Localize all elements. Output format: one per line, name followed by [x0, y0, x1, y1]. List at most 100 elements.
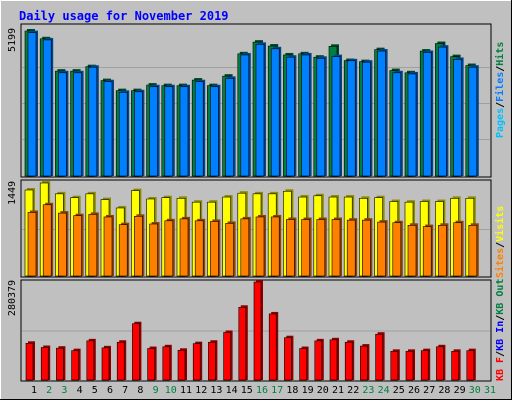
bar-sites-day-8-face [134, 216, 143, 277]
x-tick-label-day-28: 28 [438, 385, 450, 396]
bar-sites-day-29-face [453, 222, 462, 277]
bar-files-day-22-face [346, 60, 356, 177]
bar-files-day-4 [73, 70, 84, 177]
bar-sites-day-7 [118, 222, 130, 277]
bar-sites-day-23 [362, 218, 373, 277]
bar-files-day-18 [286, 55, 297, 177]
x-axis-labels: 1 2 3 4 5 6 7 8 9 10 11 12 13 14 15 16 17 18 19 20 21 22 23 24 2… [31, 385, 496, 396]
x-tick-label-day-1: 1 [31, 385, 37, 396]
x-tick-label-day-12: 12 [195, 385, 207, 396]
bar-kbf-day-24 [375, 332, 385, 381]
bar-kbf-day-22-face [344, 341, 353, 381]
bar-files-day-20-face [316, 58, 326, 177]
x-tick-label-day-30: 30 [469, 385, 481, 396]
bar-kbf-day-6 [101, 345, 111, 381]
bar-sites-day-17 [270, 214, 282, 277]
legend-sep: / [495, 102, 506, 108]
bar-files-day-12 [194, 79, 206, 177]
bar-sites-day-11 [179, 216, 190, 277]
x-tick-label-day-3: 3 [61, 385, 67, 396]
bar-kbf-day-22 [344, 340, 355, 381]
bar-sites-day-16-face [255, 216, 265, 277]
bar-files-day-30 [468, 65, 479, 177]
bar-sites-day-5-face [88, 214, 98, 277]
bar-sites-day-20-face [316, 219, 326, 277]
bar-files-day-2-face [42, 39, 52, 177]
bar-files-day-17-face [270, 48, 280, 177]
bar-files-day-26-face [407, 73, 417, 177]
bar-sites-day-2-face [42, 204, 52, 277]
bar-kbf-day-21-face [329, 339, 338, 381]
bar-sites-day-9-face [149, 223, 158, 277]
bar-files-day-28-face [438, 46, 447, 177]
bar-sites-day-15-face [240, 218, 250, 277]
bar-files-day-14 [225, 76, 236, 177]
bar-kbf-day-9 [147, 346, 157, 381]
bar-sites-day-10 [164, 218, 175, 277]
bar-sites-day-22-face [346, 219, 356, 277]
bar-files-day-24 [377, 49, 388, 177]
bar-sites-day-12-face [194, 220, 204, 277]
x-tick-label-day-16: 16 [256, 385, 268, 396]
bars-layer [24, 29, 479, 381]
bar-files-day-15 [240, 52, 251, 177]
bar-kbf-day-20 [314, 338, 324, 381]
bar-files-day-25 [392, 70, 403, 177]
bar-files-day-9 [149, 84, 160, 177]
bar-files-day-2 [42, 37, 54, 177]
bar-sites-day-5 [88, 212, 99, 277]
bar-files-day-6-face [103, 81, 113, 177]
bar-sites-day-19 [301, 217, 312, 277]
bar-files-day-27-face [422, 52, 432, 177]
bar-files-day-23-face [362, 61, 371, 177]
bar-sites-day-17-face [270, 216, 280, 277]
bar-files-day-15-face [240, 54, 250, 177]
bar-files-day-7 [118, 90, 130, 177]
bar-sites-day-28-face [438, 224, 447, 277]
bar-files-day-20 [316, 56, 327, 177]
bar-files-day-8 [134, 89, 145, 177]
bar-files-day-19 [301, 52, 312, 177]
chart-title: Daily usage for November 2019 [19, 9, 229, 23]
bar-sites-day-18-face [286, 219, 295, 277]
bar-files-day-6 [103, 79, 114, 177]
bar-kbf-day-19 [299, 346, 309, 381]
bar-sites-day-6 [103, 214, 114, 277]
x-tick-label-day-6: 6 [107, 385, 113, 396]
bar-sites-day-24-face [377, 221, 386, 277]
bar-files-day-28 [438, 45, 449, 177]
bar-files-day-5-face [88, 66, 98, 177]
bar-kbf-day-4-face [71, 350, 79, 381]
bar-kbf-day-16 [253, 280, 263, 381]
bar-kbf-day-17-face [268, 313, 277, 381]
bar-files-day-24-face [377, 50, 386, 177]
x-tick-label-day-10: 10 [165, 385, 177, 396]
legend-sep: / [495, 315, 506, 321]
bar-kbf-day-23-face [360, 345, 368, 381]
bar-files-day-17 [270, 46, 282, 177]
bar-kbf-day-28 [436, 344, 446, 381]
bar-kbf-day-13-face [208, 341, 216, 381]
bar-files-day-13-face [210, 86, 219, 177]
x-tick-label-day-7: 7 [122, 385, 128, 396]
bar-files-day-11-face [179, 86, 189, 177]
x-tick-label-day-19: 19 [302, 385, 314, 396]
bar-kbf-day-14-face [223, 332, 231, 381]
bar-files-day-16-face [255, 44, 265, 177]
x-tick-label-day-18: 18 [286, 385, 298, 396]
bar-kbf-day-25 [390, 349, 400, 381]
bar-sites-day-9 [149, 222, 160, 277]
bar-kbf-day-7 [116, 340, 127, 381]
bar-kbf-day-1-face [25, 342, 34, 381]
x-tick-label-day-29: 29 [454, 385, 466, 396]
bar-sites-day-13 [210, 219, 221, 277]
bar-sites-day-11-face [179, 218, 189, 277]
bar-sites-day-3-face [58, 212, 67, 277]
bar-kbf-day-21 [329, 337, 339, 381]
bar-files-day-18-face [286, 56, 295, 177]
bar-sites-day-29 [453, 220, 464, 277]
x-tick-label-day-21: 21 [332, 385, 344, 396]
bar-files-day-12-face [194, 81, 204, 177]
bar-sites-day-27 [422, 224, 434, 277]
